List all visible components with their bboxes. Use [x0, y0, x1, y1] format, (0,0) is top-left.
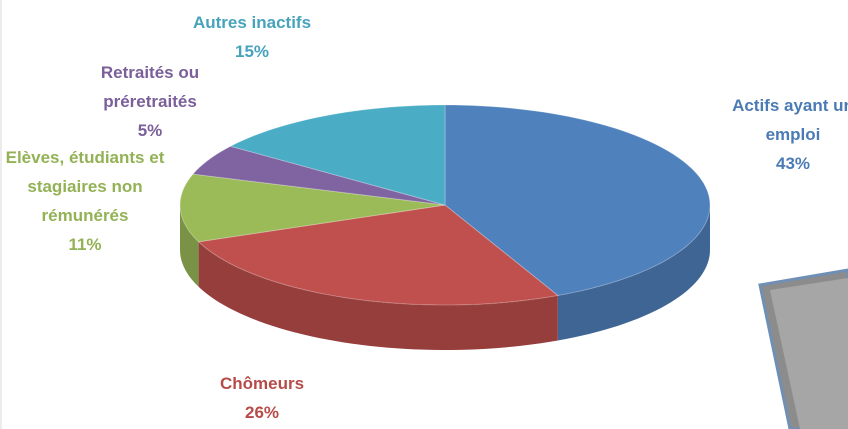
category-name: Chômeurs — [219, 374, 305, 393]
slice — [197, 204, 560, 306]
slice — [229, 104, 446, 206]
value-label: 11% — [68, 235, 102, 254]
category-name: Retraités ou préretraités — [100, 63, 200, 111]
slice-label: Chômeurs 26% — [182, 369, 342, 427]
value-label: 5% — [137, 121, 163, 140]
value-label: 26% — [244, 403, 280, 422]
slice-label: Elèves, étudiants et stagiaires non rému… — [0, 143, 170, 259]
slice — [191, 145, 446, 206]
slice-side — [180, 205, 199, 287]
slice-side — [557, 205, 710, 341]
value-label: 43% — [775, 154, 811, 173]
slice-label: Retraités ou préretraités 5% — [70, 58, 230, 145]
thumbnail-inner — [770, 278, 848, 429]
slice — [444, 104, 711, 297]
decoration — [758, 268, 848, 429]
category-name: Autres inactifs — [192, 13, 312, 32]
category-name: Actifs ayant un emploi — [732, 96, 848, 144]
slice-label: Autres inactifs 15% — [162, 8, 342, 66]
slice — [179, 173, 446, 243]
slice-label: Actifs ayant un emploi 43% — [718, 91, 848, 178]
slice-side — [198, 241, 558, 350]
category-name: Elèves, étudiants et stagiaires non rému… — [5, 148, 165, 225]
value-label: 15% — [234, 42, 270, 61]
